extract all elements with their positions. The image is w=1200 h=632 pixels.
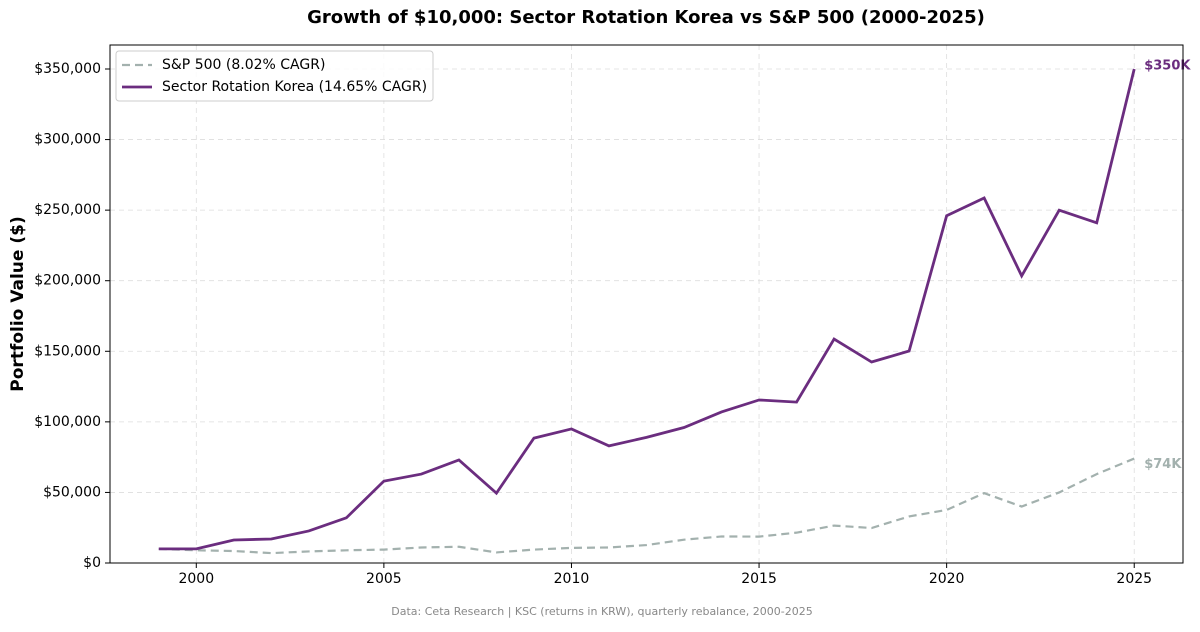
source-note: Data: Ceta Research | KSC (returns in KR… [391,605,812,618]
end-label: $350K [1144,58,1191,73]
x-tick-label: 2020 [929,571,965,587]
y-tick-label: $300,000 [34,132,101,148]
y-axis-label: Portfolio Value ($) [8,216,28,391]
x-tick-label: 2025 [1116,571,1152,587]
y-tick-label: $50,000 [43,484,101,500]
y-tick-label: $200,000 [34,273,101,289]
series-line [158,68,1136,551]
legend-label: S&P 500 (8.02% CAGR) [162,57,325,73]
x-tick-label: 2015 [741,571,777,587]
y-tick-label: $150,000 [34,343,101,359]
plot-frame [109,44,1184,564]
y-tick-label: $100,000 [34,414,101,430]
y-tick-label: $0 [83,555,101,571]
x-tick-label: 2010 [554,571,590,587]
x-tick-label: 2005 [366,571,402,587]
legend-box [115,50,434,102]
y-tick-label: $250,000 [34,202,101,218]
y-tick-label: $350,000 [34,61,101,77]
x-tick-label: 2000 [178,571,214,587]
series-line [158,457,1135,555]
end-label: $74K [1144,457,1182,472]
legend-label: Sector Rotation Korea (14.65% CAGR) [162,79,427,95]
chart-title: Growth of $10,000: Sector Rotation Korea… [307,7,985,28]
